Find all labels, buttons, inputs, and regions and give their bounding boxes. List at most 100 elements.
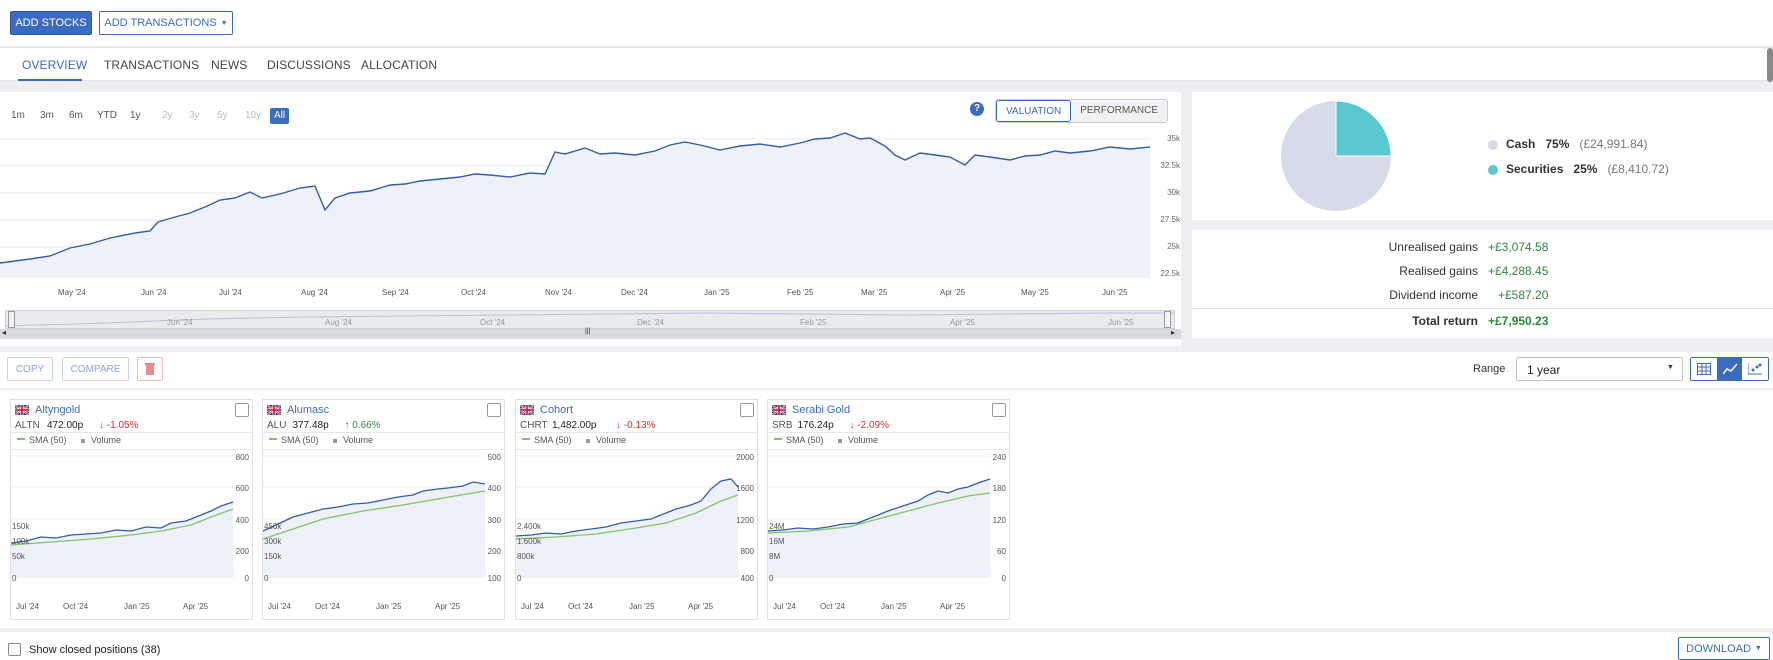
navigator-left-handle[interactable] [8,311,15,328]
chart-view-icon[interactable] [1716,358,1743,380]
performance-toggle[interactable]: PERFORMANCE [1071,100,1167,122]
download-button[interactable]: DOWNLOAD ▼ [1678,637,1770,660]
range-6m[interactable]: 6m [69,110,83,121]
valuation-toggle[interactable]: VALUATION [996,100,1072,122]
range-navigator[interactable] [5,310,1175,329]
y-tick: 600 [235,484,249,493]
range-select[interactable]: 1 year ▼ [1516,357,1683,381]
x-tick: Oct '24 [461,288,487,297]
stock-change-value: -1.05% [106,420,139,431]
range-ytd[interactable]: YTD [97,110,117,121]
valuation-chart [0,132,1151,278]
volume-legend-label[interactable]: Volume [848,435,879,445]
y-tick: 400 [487,484,501,493]
caret-down-icon: ▼ [220,19,228,27]
y-tick: 1600 [736,484,754,493]
compare-button[interactable]: COMPARE [62,357,129,381]
stock-card-srb[interactable]: Serabi Gold SRB 176.24p ↓ -2.09% SMA (50… [767,399,1010,620]
add-transactions-button[interactable]: ADD TRANSACTIONS ▼ [99,11,233,35]
tab-news[interactable]: NEWS [211,58,248,72]
x-tick: Apr '25 [940,602,966,611]
tab-transactions[interactable]: TRANSACTIONS [104,58,200,72]
navigator-scrollbar[interactable]: ◂ ||| ▸ [0,328,1181,339]
volume-legend-label[interactable]: Volume [596,435,627,445]
mini-price-chart [11,455,234,578]
valuation-line [0,132,1151,264]
tab-bar: OVERVIEW TRANSACTIONS NEWS DISCUSSIONS A… [0,47,1773,82]
volume-legend-label[interactable]: Volume [343,435,374,445]
volume-tick: 1.600k [517,537,542,546]
range-all[interactable]: All [270,108,290,124]
copy-button[interactable]: COPY [7,357,53,381]
navigator-right-handle[interactable] [1164,311,1171,328]
pie-slice-securities [1335,100,1392,157]
realised-gains-label: Realised gains [1399,264,1478,278]
arrow-up-icon: ↑ [344,420,350,431]
mini-price-chart [516,455,739,578]
stock-card-chrt[interactable]: Cohort CHRT 1,482.00p ↓ -0.13% SMA (50) … [515,399,758,620]
closed-positions-checkbox[interactable] [8,643,21,656]
x-tick: Dec '24 [621,288,648,297]
uk-flag-icon [520,405,534,415]
arrow-down-icon: ↓ [99,420,104,431]
nav-tick: Oct '24 [480,318,506,327]
tab-allocation[interactable]: ALLOCATION [361,58,438,72]
scrollbar-grip-icon[interactable]: ||| [585,328,591,335]
stock-card-alu[interactable]: Alumasc ALU 377.48p ↑ 0.66% SMA (50) Vol… [262,399,505,620]
tab-overview[interactable]: OVERVIEW [22,58,88,72]
select-checkbox[interactable] [992,403,1006,417]
volume-tick: 150k [12,522,30,531]
range-3m[interactable]: 3m [40,110,54,121]
x-tick: Oct '24 [315,602,341,611]
range-5y: 5y [217,110,228,121]
divider [1192,308,1773,309]
stock-name[interactable]: Alumasc [287,404,330,416]
table-view-icon[interactable] [1691,358,1717,380]
sma-legend-label[interactable]: SMA (50) [29,435,67,445]
y-tick: 100 [487,574,501,583]
dividend-income-row: Dividend income +£587.20 [1192,283,1772,307]
scroll-right-icon[interactable]: ▸ [1171,328,1176,337]
stock-name[interactable]: Altyngold [35,404,81,416]
add-stocks-button[interactable]: ADD STOCKS [10,11,92,35]
x-tick: Jan '25 [629,602,655,611]
stock-change-value: 0.66% [352,420,381,431]
y-tick: 60 [997,547,1006,556]
y-tick: 200 [487,547,501,556]
stock-name[interactable]: Serabi Gold [792,404,851,416]
sma-legend-label[interactable]: SMA (50) [281,435,319,445]
scatter-view-icon[interactable] [1742,358,1768,380]
y-tick: 25k [1167,242,1180,251]
range-1y[interactable]: 1y [130,110,141,121]
sma-legend-label[interactable]: SMA (50) [786,435,824,445]
tab-discussions[interactable]: DISCUSSIONS [267,58,351,72]
volume-tick: 0 [769,574,774,583]
stock-name[interactable]: Cohort [540,404,574,416]
x-tick: Jul '24 [521,602,544,611]
x-tick: Jan '25 [124,602,150,611]
trash-glyph [145,363,155,375]
sma-legend-label[interactable]: SMA (50) [534,435,572,445]
volume-tick: 0 [264,574,269,583]
volume-legend-label[interactable]: Volume [91,435,122,445]
trash-icon[interactable] [137,357,163,381]
stock-ticker: ALU [267,420,287,431]
select-checkbox[interactable] [235,403,249,417]
stock-card-altn[interactable]: Altyngold ALTN 472.00p ↓ -1.05% SMA (50)… [10,399,253,620]
volume-tick: 100k [12,537,30,546]
legend-securities: Securities 25% (£8,410.72) [1488,162,1669,176]
nav-tick: Feb '25 [800,318,827,327]
select-checkbox[interactable] [740,403,754,417]
y-tick: 300 [487,516,501,525]
y-tick: 30k [1167,188,1180,197]
help-icon[interactable]: ? [970,102,984,116]
select-checkbox[interactable] [487,403,501,417]
scrollbar-thumb[interactable] [1767,48,1773,82]
legend-dot-securities [1488,164,1498,175]
legend-securities-pct: 25% [1573,162,1598,176]
range-1m[interactable]: 1m [11,110,25,121]
range-3y: 3y [189,110,200,121]
scroll-left-icon[interactable]: ◂ [2,328,7,337]
uk-flag-icon [772,405,786,415]
line-chart-glyph [1722,363,1737,375]
